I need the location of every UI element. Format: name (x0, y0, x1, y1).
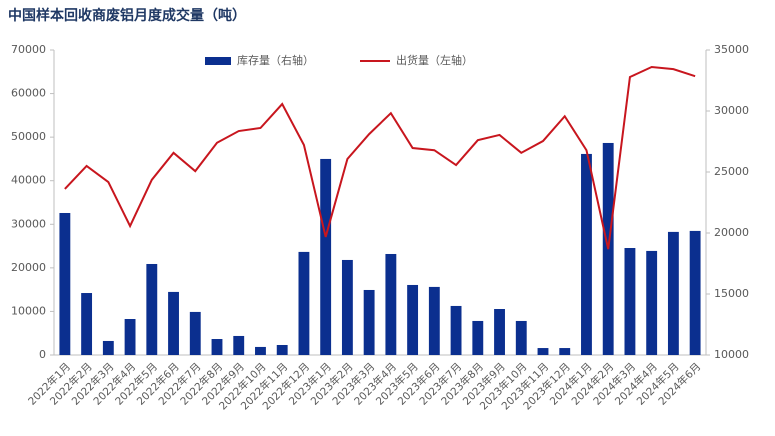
bar (537, 348, 549, 355)
bar (233, 335, 245, 355)
bar (428, 286, 440, 355)
line (64, 65, 696, 250)
bar (320, 158, 332, 355)
bar (689, 230, 701, 355)
y-tick-label: 40000 (11, 174, 46, 187)
bar (472, 320, 484, 355)
y2-tick-label: 15000 (714, 287, 749, 300)
bar (211, 339, 223, 355)
bar (168, 291, 179, 355)
bar (494, 309, 505, 355)
bar (189, 311, 201, 355)
legend-label: 库存量（右轴） (237, 53, 314, 67)
bar (276, 344, 288, 355)
bar (450, 305, 462, 355)
bar (624, 248, 636, 355)
legend-label: 出货量（左轴） (396, 53, 473, 67)
y2-tick-label: 20000 (714, 226, 749, 239)
bar (667, 231, 679, 355)
bar (146, 263, 158, 355)
y-tick-label: 70000 (11, 43, 46, 56)
bar (559, 348, 571, 355)
bar (385, 253, 397, 355)
y-tick-label: 30000 (11, 217, 46, 230)
y-tick-label: 50000 (11, 130, 46, 143)
y2-tick-label: 30000 (714, 104, 749, 117)
bar (255, 346, 266, 355)
y-tick-label: 20000 (11, 261, 46, 274)
bar (515, 320, 527, 355)
bar (102, 340, 114, 355)
bar (646, 250, 658, 355)
y2-tick-label: 35000 (714, 43, 749, 56)
y-tick-label: 60000 (11, 87, 46, 100)
bar (124, 319, 136, 355)
bar (298, 251, 310, 355)
bar (363, 289, 375, 355)
chart-title: 中国样本回收商废铝月度成交量（吨） (8, 7, 246, 24)
bar (81, 293, 93, 355)
bar (59, 212, 71, 355)
y2-tick-label: 10000 (714, 348, 749, 361)
bar (581, 153, 592, 355)
y-tick-label: 10000 (11, 304, 46, 317)
y-tick-label: 0 (39, 348, 46, 361)
legend-swatch (205, 57, 231, 65)
bar (341, 259, 353, 355)
bar (407, 284, 419, 355)
y2-tick-label: 25000 (714, 165, 749, 178)
